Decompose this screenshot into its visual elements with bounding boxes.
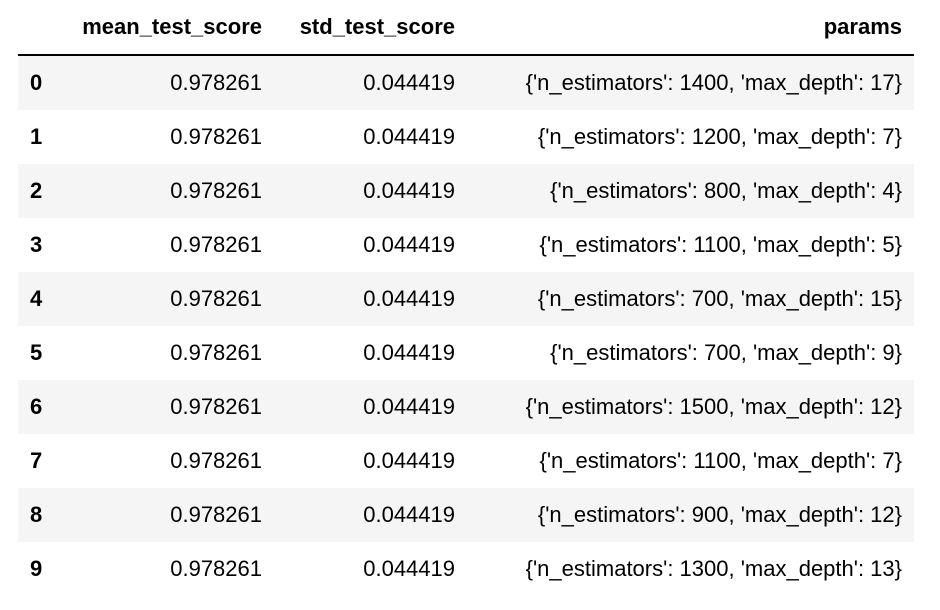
column-header-params: params: [467, 0, 914, 56]
row-index: 3: [30, 232, 43, 257]
std-test-score-cell: 0.044419: [363, 340, 455, 365]
params-cell: {'n_estimators': 1200, 'max_depth': 7}: [537, 124, 902, 149]
mean-test-score-cell: 0.978261: [170, 178, 262, 203]
table-row: 3 0.978261 0.044419 {'n_estimators': 110…: [18, 218, 914, 272]
params-cell: {'n_estimators': 1300, 'max_depth': 13}: [525, 556, 902, 581]
std-test-score-cell: 0.044419: [363, 124, 455, 149]
row-index: 8: [30, 502, 43, 527]
mean-test-score-cell: 0.978261: [170, 124, 262, 149]
row-index: 9: [30, 556, 43, 581]
table-header: mean_test_score std_test_score params: [18, 0, 914, 56]
mean-test-score-cell: 0.978261: [170, 502, 262, 527]
std-test-score-cell: 0.044419: [363, 178, 455, 203]
mean-test-score-cell: 0.978261: [170, 340, 262, 365]
table-row: 5 0.978261 0.044419 {'n_estimators': 700…: [18, 326, 914, 380]
table-row: 7 0.978261 0.044419 {'n_estimators': 110…: [18, 434, 914, 488]
row-index: 5: [30, 340, 43, 365]
row-index: 0: [30, 70, 43, 95]
table-row: 6 0.978261 0.044419 {'n_estimators': 150…: [18, 380, 914, 434]
std-test-score-cell: 0.044419: [363, 556, 455, 581]
index-header: [18, 0, 60, 56]
header-row: mean_test_score std_test_score params: [18, 0, 914, 56]
params-cell: {'n_estimators': 1500, 'max_depth': 12}: [525, 394, 902, 419]
params-cell: {'n_estimators': 1100, 'max_depth': 7}: [539, 448, 902, 473]
std-test-score-cell: 0.044419: [363, 448, 455, 473]
std-test-score-cell: 0.044419: [363, 286, 455, 311]
table-row: 2 0.978261 0.044419 {'n_estimators': 800…: [18, 164, 914, 218]
std-test-score-cell: 0.044419: [363, 394, 455, 419]
table-row: 0 0.978261 0.044419 {'n_estimators': 140…: [18, 55, 914, 110]
dataframe-output: mean_test_score std_test_score params 0 …: [18, 0, 914, 596]
row-index: 6: [30, 394, 43, 419]
mean-test-score-cell: 0.978261: [170, 556, 262, 581]
params-cell: {'n_estimators': 900, 'max_depth': 12}: [537, 502, 902, 527]
row-index: 4: [30, 286, 43, 311]
mean-test-score-cell: 0.978261: [170, 286, 262, 311]
results-table: mean_test_score std_test_score params 0 …: [18, 0, 914, 596]
mean-test-score-cell: 0.978261: [170, 394, 262, 419]
mean-test-score-cell: 0.978261: [170, 70, 262, 95]
row-index: 1: [30, 124, 43, 149]
params-cell: {'n_estimators': 800, 'max_depth': 4}: [550, 178, 902, 203]
params-cell: {'n_estimators': 700, 'max_depth': 15}: [537, 286, 902, 311]
column-header-std-test-score: std_test_score: [274, 0, 467, 56]
column-header-mean-test-score: mean_test_score: [60, 0, 274, 56]
table-row: 4 0.978261 0.044419 {'n_estimators': 700…: [18, 272, 914, 326]
row-index: 7: [30, 448, 43, 473]
table-row: 1 0.978261 0.044419 {'n_estimators': 120…: [18, 110, 914, 164]
params-cell: {'n_estimators': 1100, 'max_depth': 5}: [539, 232, 902, 257]
std-test-score-cell: 0.044419: [363, 70, 455, 95]
mean-test-score-cell: 0.978261: [170, 448, 262, 473]
std-test-score-cell: 0.044419: [363, 502, 455, 527]
mean-test-score-cell: 0.978261: [170, 232, 262, 257]
std-test-score-cell: 0.044419: [363, 232, 455, 257]
row-index: 2: [30, 178, 43, 203]
table-row: 8 0.978261 0.044419 {'n_estimators': 900…: [18, 488, 914, 542]
table-row: 9 0.978261 0.044419 {'n_estimators': 130…: [18, 542, 914, 596]
params-cell: {'n_estimators': 1400, 'max_depth': 17}: [525, 70, 902, 95]
table-body: 0 0.978261 0.044419 {'n_estimators': 140…: [18, 55, 914, 596]
params-cell: {'n_estimators': 700, 'max_depth': 9}: [550, 340, 902, 365]
